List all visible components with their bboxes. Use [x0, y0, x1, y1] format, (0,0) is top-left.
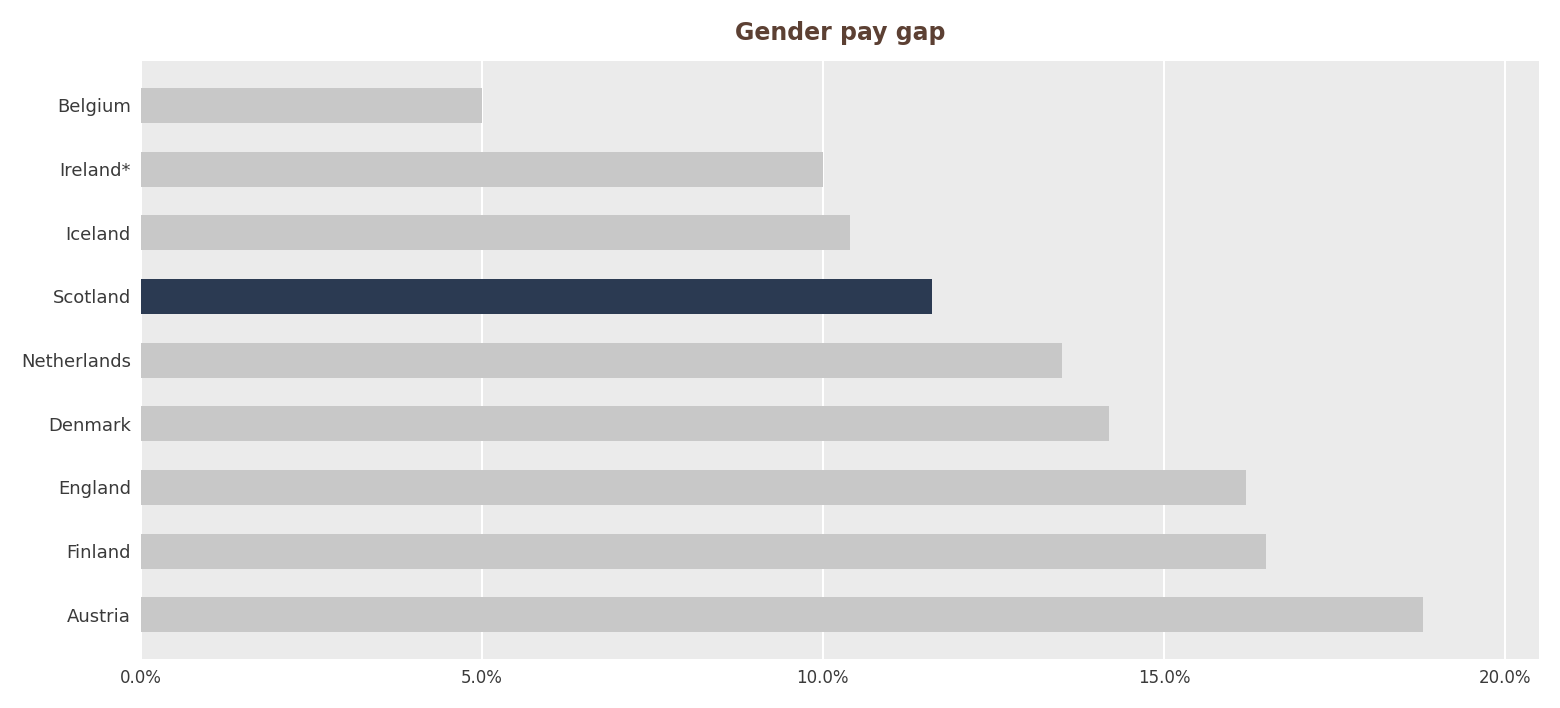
Title: Gender pay gap: Gender pay gap — [735, 21, 945, 45]
Bar — [140, 406, 1109, 441]
Bar — [140, 279, 931, 314]
Bar — [140, 215, 850, 250]
Bar — [140, 88, 482, 123]
Bar — [140, 598, 1423, 632]
Bar — [140, 152, 822, 187]
Bar — [140, 534, 1267, 569]
Bar — [140, 343, 1062, 377]
Bar — [140, 470, 1246, 505]
